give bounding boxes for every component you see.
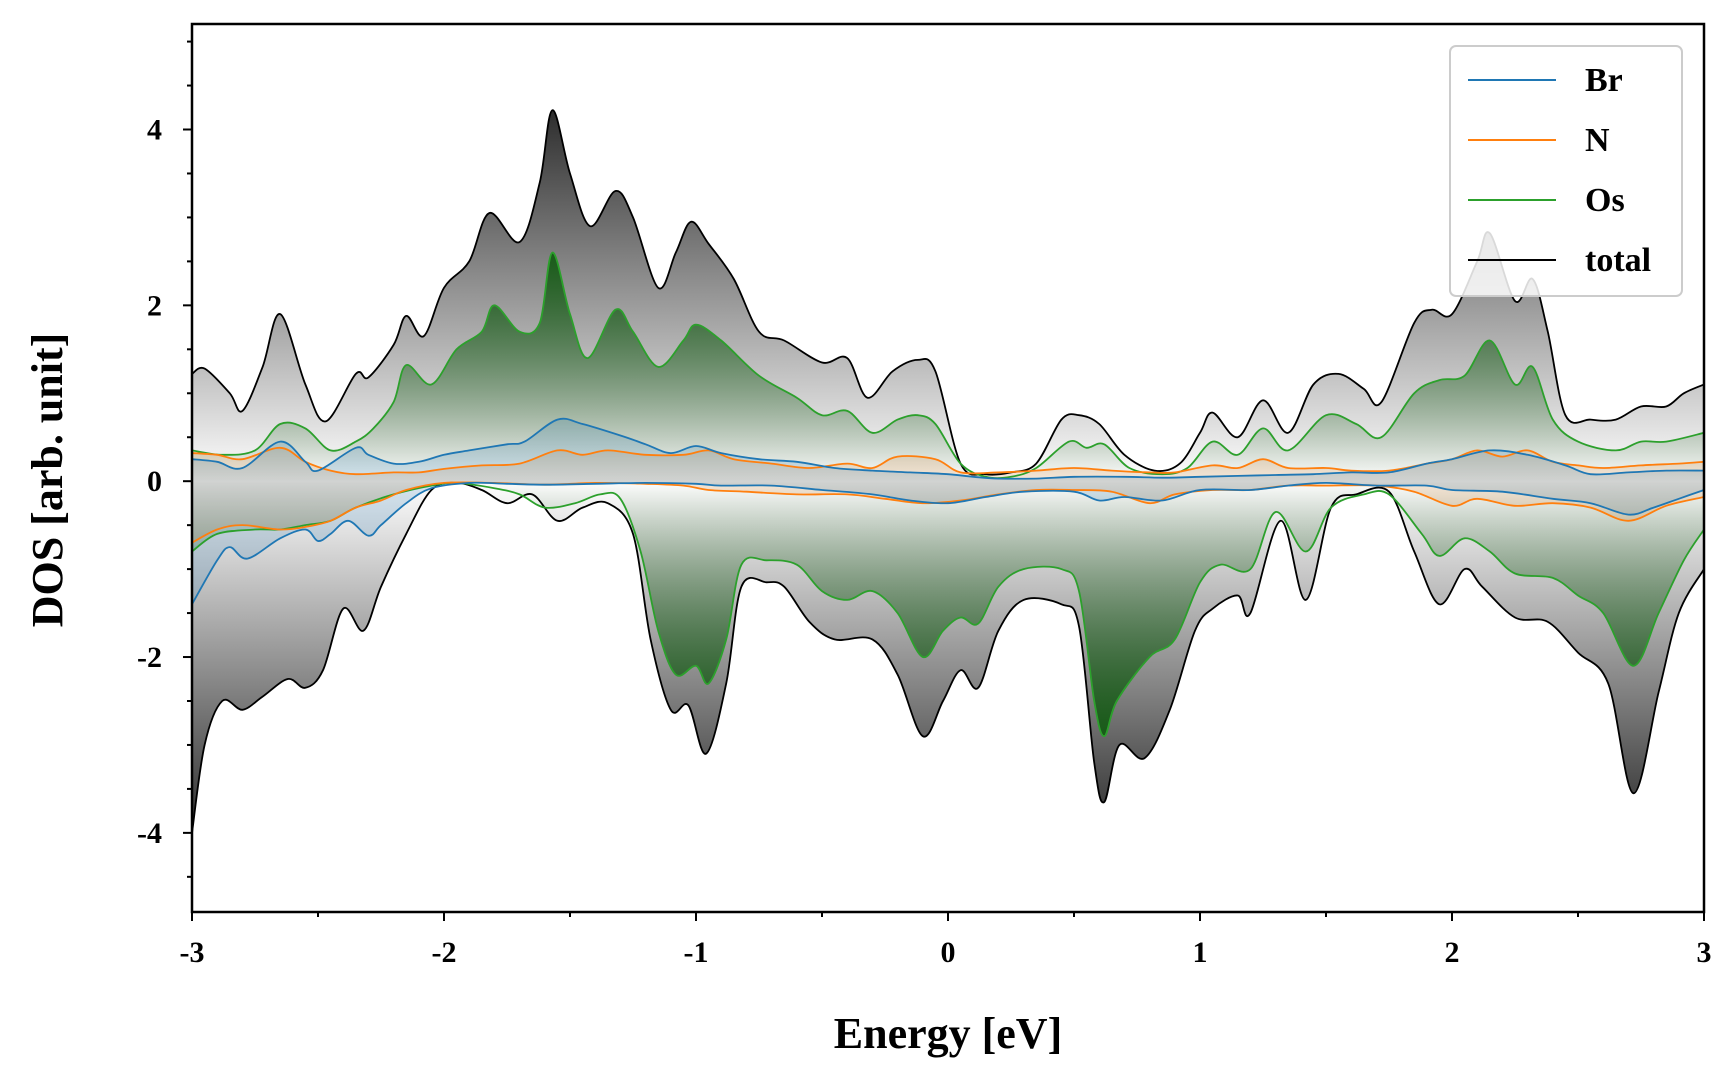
os-spin-down-area <box>192 481 1704 737</box>
legend: Br N Os total <box>1449 45 1683 297</box>
x-tick-label: 0 <box>941 936 956 969</box>
plot-area <box>192 109 1704 834</box>
legend-item-total: total <box>1468 242 1651 279</box>
y-tick-label: 0 <box>147 465 162 498</box>
legend-item-os: Os <box>1468 182 1625 219</box>
legend-label: Br <box>1585 62 1623 99</box>
legend-label: Os <box>1585 182 1625 219</box>
x-tick-label: 2 <box>1445 936 1460 969</box>
total-spin-down-line <box>192 481 1704 834</box>
br-spin-down-area <box>192 481 1704 605</box>
x-tick-label: -1 <box>684 936 709 969</box>
x-axis: -3 -2 -1 0 1 2 3 <box>180 912 1712 969</box>
br-spin-up-line <box>192 417 1704 480</box>
x-axis-title: Energy [eV] <box>834 1009 1063 1058</box>
os-spin-up-line <box>192 251 1704 480</box>
legend-label: total <box>1585 242 1651 279</box>
n-spin-up-line <box>192 446 1704 476</box>
legend-label: N <box>1585 122 1610 159</box>
os-spin-up-area <box>192 252 1704 482</box>
y-tick-label: 4 <box>147 114 162 147</box>
n-spin-down-area <box>192 481 1704 543</box>
legend-item-br: Br <box>1468 62 1623 99</box>
y-tick-label: -4 <box>137 817 162 850</box>
legend-item-n: N <box>1468 122 1610 159</box>
x-tick-label: -3 <box>180 936 205 969</box>
legend-box <box>1449 45 1683 297</box>
br-spin-down-line <box>192 481 1704 605</box>
y-axis: -4 -2 0 2 4 <box>137 40 192 878</box>
y-tick-label: 2 <box>147 289 162 322</box>
x-tick-label: -2 <box>432 936 457 969</box>
total-spin-down-area <box>192 481 1704 833</box>
x-tick-label: 3 <box>1697 936 1712 969</box>
os-spin-down-line <box>192 481 1704 738</box>
x-tick-label: 1 <box>1193 936 1208 969</box>
br-spin-up-area <box>192 418 1704 482</box>
y-axis-title: DOS [arb. unit] <box>23 333 72 628</box>
y-tick-label: -2 <box>137 641 162 674</box>
